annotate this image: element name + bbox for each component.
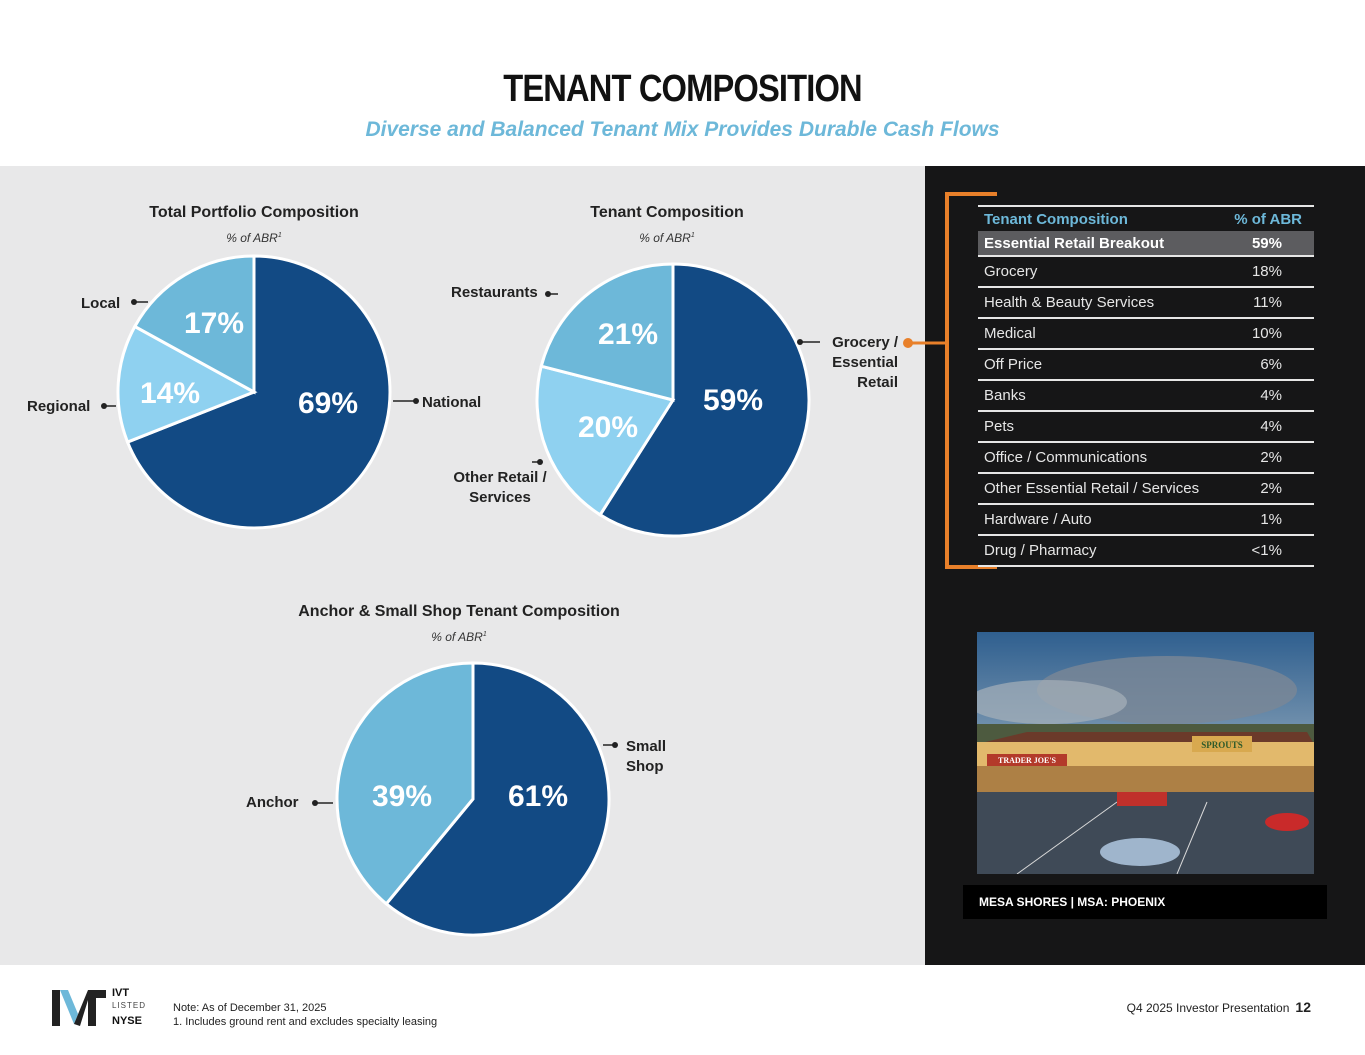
- pie-slice-small-shop: [384, 661, 611, 937]
- pie-data-label: 14%: [140, 377, 200, 410]
- pie2-legend-restaurants: Restaurants: [451, 284, 538, 301]
- table-bracket: [945, 192, 997, 569]
- pie-slice-grocery-essential-retail: [598, 262, 811, 538]
- footnote: Note: As of December 31, 2025 1. Include…: [173, 1002, 438, 1028]
- leader-dot: [312, 800, 318, 806]
- logo-ticker: IVT: [112, 987, 130, 999]
- pie-slice-national: [125, 254, 392, 530]
- pie-slice-other-retail-services: [535, 364, 676, 517]
- chart3-title: Anchor & Small Shop Tenant Composition: [298, 603, 620, 620]
- table-cell-value: 10%: [1221, 318, 1314, 350]
- table-row: Medical 10%: [978, 318, 1314, 350]
- table-cell-value: <1%: [1221, 535, 1314, 567]
- logo-listed: LISTED: [112, 1001, 147, 1010]
- essential-retail-table: Tenant Composition % of ABR Essential Re…: [978, 205, 1314, 567]
- sign-sprouts: SPROUTS: [1201, 740, 1243, 750]
- chart1-subtitle: % of ABR1: [226, 231, 282, 245]
- table-cell-label: Other Essential Retail / Services: [978, 473, 1222, 505]
- leader-dot: [537, 459, 543, 465]
- page-subtitle: Diverse and Balanced Tenant Mix Provides…: [365, 118, 1000, 141]
- table-cell-value: 59%: [1221, 231, 1314, 257]
- table-col-category: Tenant Composition: [978, 205, 1222, 231]
- chart1-title: Total Portfolio Composition: [149, 204, 359, 221]
- table-row: Other Essential Retail / Services 2%: [978, 473, 1314, 505]
- table-cell-value: 1%: [1221, 504, 1314, 536]
- connector-dot: [903, 338, 913, 348]
- pie3-legend-anchor: Anchor: [246, 794, 299, 811]
- leader-dot: [612, 742, 618, 748]
- photo-caption: MESA SHORES | MSA: PHOENIX: [963, 885, 1327, 919]
- table-cell-label: Grocery: [978, 256, 1222, 288]
- table-cell-label: Hardware / Auto: [978, 504, 1222, 536]
- table-cell-label: Drug / Pharmacy: [978, 535, 1222, 567]
- table-cell-label: Office / Communications: [978, 442, 1222, 474]
- page-title: TENANT COMPOSITION: [503, 68, 862, 110]
- ivt-logo-icon: [52, 990, 106, 1026]
- table-subheader-row: Essential Retail Breakout 59%: [978, 231, 1314, 257]
- chart2-subtitle: % of ABR1: [639, 231, 695, 245]
- table-row: Off Price 6%: [978, 349, 1314, 381]
- pie3-legend-small-shop: Small Shop: [626, 738, 667, 775]
- table-row: Hardware / Auto 1%: [978, 504, 1314, 536]
- table-cell-label: Medical: [978, 318, 1222, 350]
- pie-slice-anchor: [335, 661, 475, 906]
- leader-dot: [797, 339, 803, 345]
- table-row: Grocery 18%: [978, 256, 1314, 288]
- pie1-legend-national: National: [422, 394, 482, 411]
- pie-data-label: 21%: [598, 318, 658, 351]
- pie1-legend-local: Local: [81, 295, 121, 312]
- table-cell-value: 4%: [1221, 411, 1314, 443]
- pie-slice-restaurants: [539, 262, 675, 402]
- leader-dot: [131, 299, 137, 305]
- pie2-legend-grocery: Grocery / Essential Retail: [832, 334, 898, 391]
- pie-data-label: 39%: [372, 780, 432, 813]
- page-number: 12: [1295, 999, 1311, 1015]
- pie-data-label: 69%: [298, 387, 358, 420]
- property-photo: TRADER JOE'S SPROUTS: [977, 632, 1314, 874]
- table-row: Health & Beauty Services 11%: [978, 287, 1314, 319]
- leader-dot: [413, 398, 419, 404]
- table-header-row: Tenant Composition % of ABR: [978, 205, 1314, 231]
- table-cell-value: 2%: [1221, 473, 1314, 505]
- footer-presentation: Q4 2025 Investor Presentation 12: [1126, 999, 1311, 1015]
- table-cell-value: 18%: [1221, 256, 1314, 288]
- pie-slice-regional: [116, 324, 258, 445]
- storefront-illustration: TRADER JOE'S SPROUTS: [977, 632, 1314, 874]
- pie-data-label: 17%: [184, 307, 244, 340]
- table-cell-value: 6%: [1221, 349, 1314, 381]
- leader-dot: [101, 403, 107, 409]
- table-row: Banks 4%: [978, 380, 1314, 412]
- pie1-legend-regional: Regional: [27, 398, 91, 415]
- table-row: Pets 4%: [978, 411, 1314, 443]
- company-logo: IVT LISTED NYSE: [52, 987, 147, 1030]
- pie-data-label: 20%: [578, 411, 638, 444]
- table-cell-value: 11%: [1221, 287, 1314, 319]
- table-cell-label: Health & Beauty Services: [978, 287, 1222, 319]
- table-row: Office / Communications 2%: [978, 442, 1314, 474]
- logo-exchange: NYSE: [112, 1015, 142, 1027]
- pie-data-label: 59%: [703, 384, 763, 417]
- table-cell-label: Banks: [978, 380, 1222, 412]
- sign-trader-joes: TRADER JOE'S: [998, 756, 1057, 765]
- pie2-legend-other-retail: Other Retail / Services: [453, 469, 547, 506]
- table-cell-value: 2%: [1221, 442, 1314, 474]
- chart3-subtitle: % of ABR1: [431, 630, 487, 644]
- table-cell-label: Essential Retail Breakout: [978, 231, 1222, 257]
- table-cell-label: Off Price: [978, 349, 1222, 381]
- chart2-title: Tenant Composition: [590, 204, 744, 221]
- pie-data-label: 61%: [508, 780, 568, 813]
- table-cell-label: Pets: [978, 411, 1222, 443]
- leader-dot: [545, 291, 551, 297]
- pie-slice-local: [132, 254, 256, 395]
- table-cell-value: 4%: [1221, 380, 1314, 412]
- table-row: Drug / Pharmacy <1%: [978, 535, 1314, 567]
- table-col-abr: % of ABR: [1221, 205, 1314, 231]
